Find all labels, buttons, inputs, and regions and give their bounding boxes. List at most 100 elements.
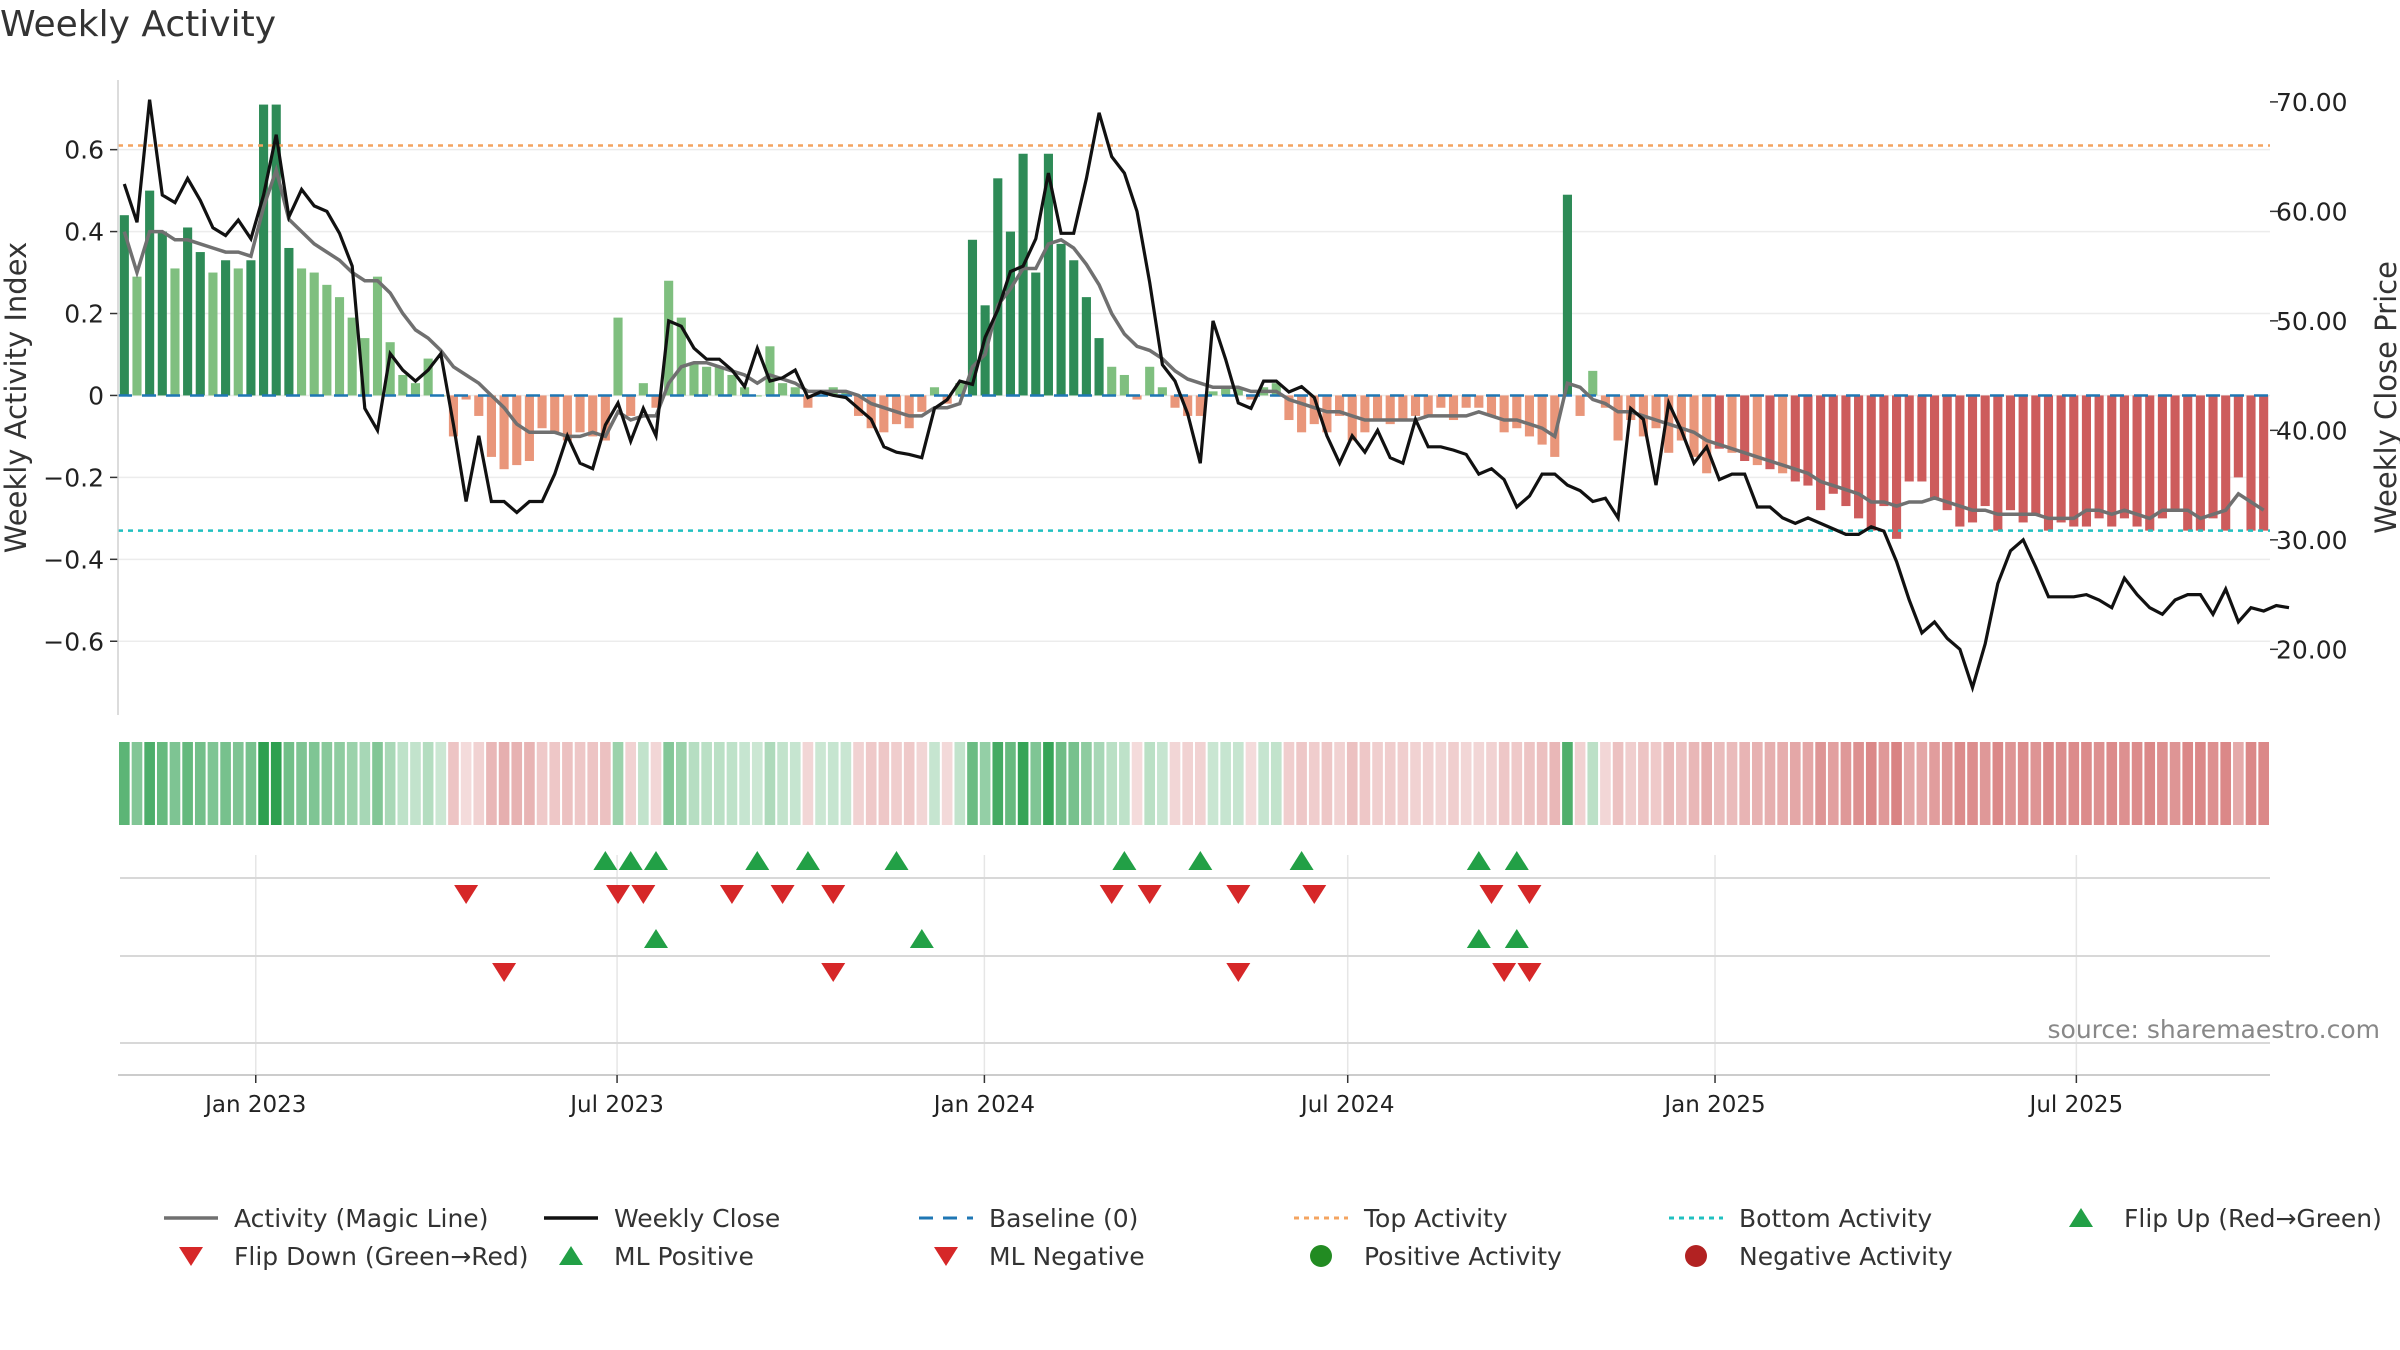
heat-cell xyxy=(1270,742,1282,825)
activity-bar xyxy=(2094,395,2104,519)
activity-bar xyxy=(2233,395,2243,478)
magic-line-series xyxy=(122,164,2265,521)
heat-cell xyxy=(473,742,485,825)
activity-bar xyxy=(1727,395,1737,453)
heat-cell xyxy=(1979,742,1991,825)
heat-cell xyxy=(1853,742,1864,825)
legend-swatch xyxy=(1685,1245,1707,1267)
activity-bar xyxy=(1183,395,1193,416)
heat-cell xyxy=(1916,742,1928,825)
heat-cell xyxy=(498,742,510,825)
legend-item: ML Negative xyxy=(915,1238,1145,1274)
activity-bar xyxy=(1892,395,1902,539)
activity-bar xyxy=(638,383,648,396)
heat-cell xyxy=(612,742,624,825)
activity-bar xyxy=(879,395,889,433)
flip-down-marker xyxy=(1479,885,1504,904)
heat-cell xyxy=(1005,742,1016,825)
activity-bar xyxy=(1904,395,1914,482)
activity-bar xyxy=(803,395,813,408)
heat-cell xyxy=(625,742,636,825)
heat-cell xyxy=(1840,742,1852,825)
heat-cell xyxy=(1941,742,1953,825)
heat-cell xyxy=(308,742,320,825)
heat-cell xyxy=(2017,742,2029,825)
legend-label: Baseline (0) xyxy=(989,1203,1139,1233)
activity-bar xyxy=(195,252,205,396)
heat-cell xyxy=(600,742,611,825)
activity-bar xyxy=(1524,395,1535,437)
heat-cell xyxy=(713,742,725,825)
y-tick-label: −0.4 xyxy=(43,545,104,574)
heat-cell xyxy=(448,742,459,825)
heat-cell xyxy=(1878,742,1890,825)
heat-cell xyxy=(1498,742,1510,825)
heat-cell xyxy=(840,742,852,825)
activity-bar xyxy=(1385,395,1395,425)
activity-bar xyxy=(1410,395,1421,416)
heat-cell xyxy=(346,742,358,825)
heat-cell xyxy=(1701,742,1712,825)
activity-bar xyxy=(664,280,674,396)
activity-bar xyxy=(1005,231,1016,396)
heat-cell xyxy=(2220,742,2232,825)
heat-cell xyxy=(1321,742,1333,825)
activity-bar xyxy=(1828,395,1838,494)
x-tick-label: Jul 2023 xyxy=(568,1092,664,1118)
activity-bar xyxy=(613,317,623,396)
heat-cell xyxy=(2258,742,2269,825)
heat-cell xyxy=(1245,742,1257,825)
activity-bar xyxy=(1322,395,1332,433)
activity-bar xyxy=(512,395,522,466)
heat-cell xyxy=(663,742,674,825)
heat-cell xyxy=(2169,742,2181,825)
legend-swatch xyxy=(1294,1216,1348,1220)
activity-bar xyxy=(1069,260,1079,396)
legend-swatch xyxy=(934,1247,958,1266)
activity-bar xyxy=(1740,395,1750,461)
activity-bar xyxy=(1423,395,1433,416)
activity-bar xyxy=(2031,395,2041,515)
activity-bar xyxy=(208,272,218,396)
heat-cell xyxy=(220,742,231,825)
flip-up-marker xyxy=(1112,851,1137,870)
activity-bar xyxy=(474,395,484,416)
heat-cell xyxy=(2068,742,2080,825)
heat-cell xyxy=(334,742,345,825)
activity-bar xyxy=(2246,395,2256,531)
heat-cell xyxy=(1220,742,1231,825)
legend-item: Activity (Magic Line) xyxy=(160,1200,488,1236)
chart-title: Weekly Activity xyxy=(0,4,277,45)
legend-label: Top Activity xyxy=(1364,1203,1508,1233)
y2-tick-label: 60.00 xyxy=(2276,197,2348,226)
heat-cell xyxy=(2119,742,2130,825)
heat-cell xyxy=(283,742,295,825)
activity-bar xyxy=(1221,387,1231,396)
heat-cell xyxy=(1992,742,2004,825)
flip-up-marker xyxy=(745,851,770,870)
legend-triangle-up xyxy=(2069,1208,2093,1227)
heat-cell xyxy=(1422,742,1434,825)
heat-cell xyxy=(903,742,915,825)
x-tick-label: Jul 2024 xyxy=(1299,1092,1395,1118)
legend-item: Positive Activity xyxy=(1290,1238,1562,1274)
flip-down-marker xyxy=(454,885,479,904)
activity-bar xyxy=(1309,395,1319,425)
ml-negative-marker xyxy=(492,963,517,982)
legend-label: ML Negative xyxy=(989,1241,1145,1271)
legend-label: Weekly Close xyxy=(614,1203,781,1233)
legend-item: Weekly Close xyxy=(540,1200,780,1236)
activity-bar xyxy=(1398,395,1408,421)
heat-cell xyxy=(144,742,155,825)
activity-bar xyxy=(967,239,978,396)
heat-cell xyxy=(764,742,776,825)
activity-bar xyxy=(1170,395,1180,408)
activity-bar xyxy=(1372,395,1383,421)
activity-bar xyxy=(398,374,408,396)
activity-bar xyxy=(410,383,421,396)
x-tick-label: Jan 2025 xyxy=(1662,1092,1765,1118)
heat-cell xyxy=(2207,742,2219,825)
y-tick-label: 0.2 xyxy=(64,300,104,329)
heat-cell xyxy=(1739,742,1750,825)
activity-bar xyxy=(752,395,762,397)
